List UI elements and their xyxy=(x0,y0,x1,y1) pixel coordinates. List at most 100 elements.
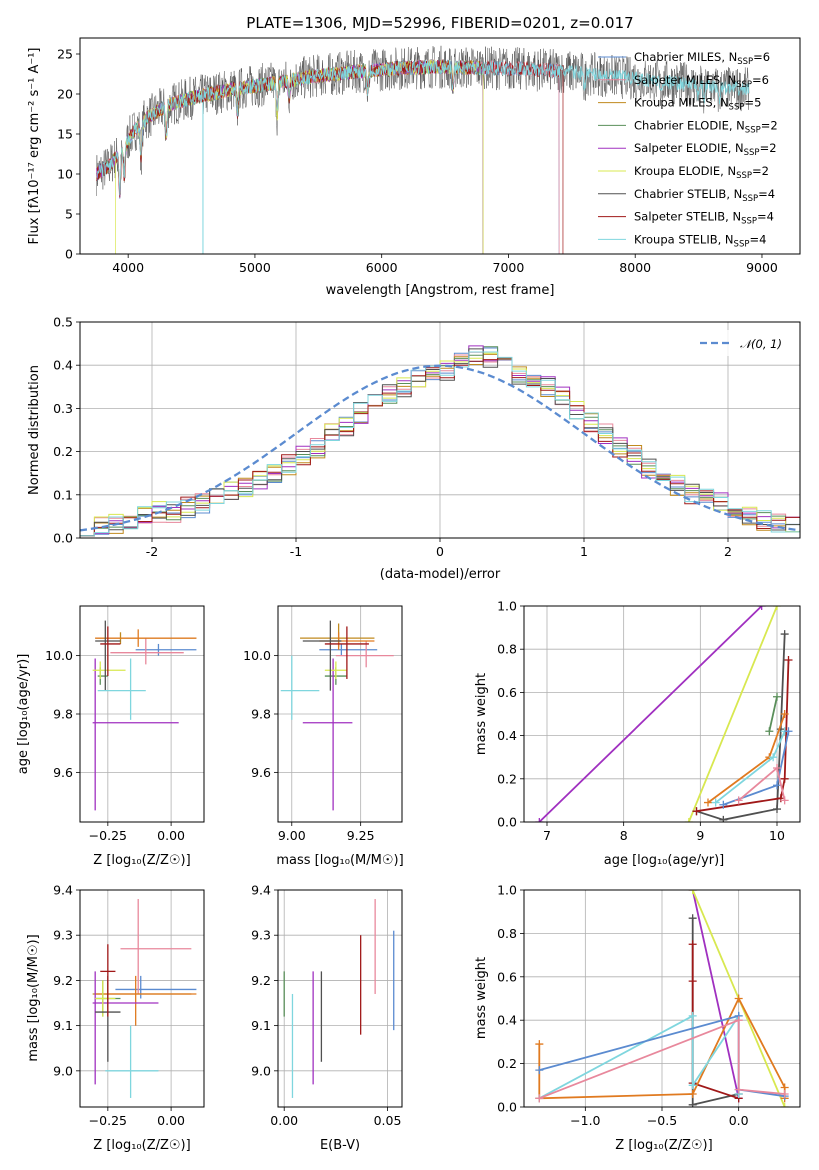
y-tick-label: 0.4 xyxy=(497,1013,517,1028)
x-tick-label: 0.00 xyxy=(157,1113,185,1128)
series-marker xyxy=(780,1089,789,1098)
legend-label: Chabrier MILES, NSSP=6 xyxy=(634,50,770,67)
axes-mass_weight_vs_age: 7 8 9 10 0.0 0.2 0.4 0.6 0.8 1.0 age [log₁₀(age/yr… xyxy=(474,599,801,868)
axes-frame xyxy=(79,37,801,255)
series-marker xyxy=(734,994,743,1003)
y-tick-label: 0.1 xyxy=(53,487,73,502)
mass-weight-series xyxy=(688,890,743,1103)
x-axis-label: Z [log₁₀(Z/Z☉)] xyxy=(615,1138,712,1153)
legend-label: Salpeter ELODIE, NSSP=2 xyxy=(634,141,777,158)
x-tick-label: 0.00 xyxy=(270,1113,298,1128)
y-tick-label: 1.0 xyxy=(497,599,517,614)
errorbar-point xyxy=(105,1025,159,1098)
y-tick-label: 10.0 xyxy=(243,648,271,663)
x-tick-label: 8 xyxy=(620,828,628,843)
errorbar-point xyxy=(97,658,146,720)
axes-frame xyxy=(79,321,801,539)
legend-label: Kroupa MILES, NSSP=5 xyxy=(634,96,761,113)
x-tick-label: −0.5 xyxy=(647,1113,677,1128)
series-marker xyxy=(535,1094,544,1103)
legend-spectrum: Chabrier MILES, NSSP=6 Salpeter MILES, NS… xyxy=(598,50,778,249)
y-tick-label: 0.6 xyxy=(497,969,517,984)
series-marker xyxy=(719,800,728,809)
axes-spectrum: 4000 5000 6000 7000 8000 9000 0 5 10 15 20 25 Chabri… xyxy=(27,37,801,298)
x-tick-label: 4000 xyxy=(112,260,144,275)
series-marker xyxy=(784,727,793,736)
mass-weight-series xyxy=(765,692,781,736)
errorbar-point xyxy=(95,975,197,1026)
x-tick-label: 10 xyxy=(769,828,785,843)
errorbar-point xyxy=(95,629,197,647)
y-tick-label: 9.2 xyxy=(251,973,271,988)
axes-age_vs_Z: −0.25 0.00 9.6 9.8 10.0 Z [log₁₀(Z/Z☉)] age [l… xyxy=(16,605,205,868)
x-tick-label: 5000 xyxy=(239,260,271,275)
y-tick-label: 0.0 xyxy=(497,815,517,830)
series-model-kroupa-elodie xyxy=(115,59,484,254)
series-model-salpeter-miles xyxy=(96,59,560,254)
y-tick-label: 9.4 xyxy=(251,883,271,898)
series-marker xyxy=(765,727,774,736)
legend-label: Salpeter MILES, NSSP=6 xyxy=(634,73,769,90)
series-model-salpeter-stelib xyxy=(96,58,564,254)
x-tick-label: 9 xyxy=(696,828,704,843)
series-marker xyxy=(769,753,778,762)
plot-area-spectrum xyxy=(96,45,750,254)
series-marker xyxy=(535,818,544,822)
errorbar-point xyxy=(120,899,192,994)
plot-area-age_vs_mass xyxy=(280,620,394,811)
legend-label: Chabrier STELIB, NSSP=4 xyxy=(634,187,775,204)
x-tick-label: 6000 xyxy=(366,260,398,275)
x-tick-label: -1 xyxy=(290,544,302,559)
y-axis-label: Normed distribution xyxy=(27,365,42,495)
series-marker xyxy=(719,815,728,822)
y-tick-label: 10 xyxy=(57,167,73,182)
x-tick-label: 0.00 xyxy=(157,828,185,843)
y-tick-label: 0.0 xyxy=(53,531,73,546)
y-tick-label: 9.8 xyxy=(53,707,73,722)
series-marker xyxy=(780,1103,789,1107)
series-marker xyxy=(688,1011,697,1020)
y-axis-label: age [log₁₀(age/yr)] xyxy=(16,654,31,775)
errorbar-point xyxy=(92,658,179,811)
legend-label: 𝒩(0, 1) xyxy=(740,337,782,351)
y-tick-label: 0.2 xyxy=(497,1056,517,1071)
series-marker xyxy=(734,1016,743,1025)
errorbar-point xyxy=(319,643,378,656)
series-marker xyxy=(780,710,789,718)
series-model-chabrier-miles xyxy=(96,59,560,254)
series-marker xyxy=(780,630,789,639)
series-marker xyxy=(734,796,743,805)
series-marker xyxy=(688,890,697,894)
axes-residuals: -2 -1 0 1 2 0.0 0.1 0.2 0.3 0.4 0.5 𝒩(0, 1) (data-mo… xyxy=(27,315,801,582)
series-line xyxy=(691,890,740,1099)
y-tick-label: 1.0 xyxy=(497,883,517,898)
series-marker xyxy=(773,606,781,610)
errorbar-point xyxy=(92,661,126,679)
x-tick-label: 1 xyxy=(580,544,588,559)
x-tick-label: 9.00 xyxy=(278,828,306,843)
plot-area-mass_vs_Z xyxy=(92,899,197,1098)
errorbar-point xyxy=(100,944,116,1017)
y-tick-label: 15 xyxy=(57,127,73,142)
y-axis-label: mass [log₁₀(M/M☉)] xyxy=(26,934,41,1061)
series-line xyxy=(696,634,786,821)
series-line xyxy=(538,606,763,822)
x-tick-label: 7 xyxy=(543,828,551,843)
errorbar-point xyxy=(324,626,369,679)
axes-mass_vs_Z: −0.25 0.00 9.0 9.1 9.2 9.3 9.4 Z [log₁₀(Z/Z☉)] m… xyxy=(26,883,205,1153)
axes-mass_weight_vs_Z: −1.0 −0.5 0.0 0.0 0.2 0.4 0.6 0.8 1.0 Z [log₁₀(Z/… xyxy=(474,883,801,1153)
plot-area-residuals xyxy=(80,345,800,537)
y-tick-label: 9.3 xyxy=(53,928,73,943)
x-tick-label: 8000 xyxy=(619,260,651,275)
y-tick-label: 0.8 xyxy=(497,642,517,657)
y-tick-label: 0.8 xyxy=(497,926,517,941)
series-marker xyxy=(773,781,781,790)
y-axis-label: mass weight xyxy=(474,957,489,1039)
figure-title: PLATE=1306, MJD=52996, FIBERID=0201, z=0… xyxy=(246,14,633,32)
series-marker xyxy=(734,1085,743,1094)
gaussian-curve xyxy=(80,364,800,532)
axes-frame xyxy=(79,889,205,1108)
x-tick-label: 9000 xyxy=(746,260,778,275)
y-tick-label: 20 xyxy=(57,87,73,102)
series-marker xyxy=(773,805,781,814)
